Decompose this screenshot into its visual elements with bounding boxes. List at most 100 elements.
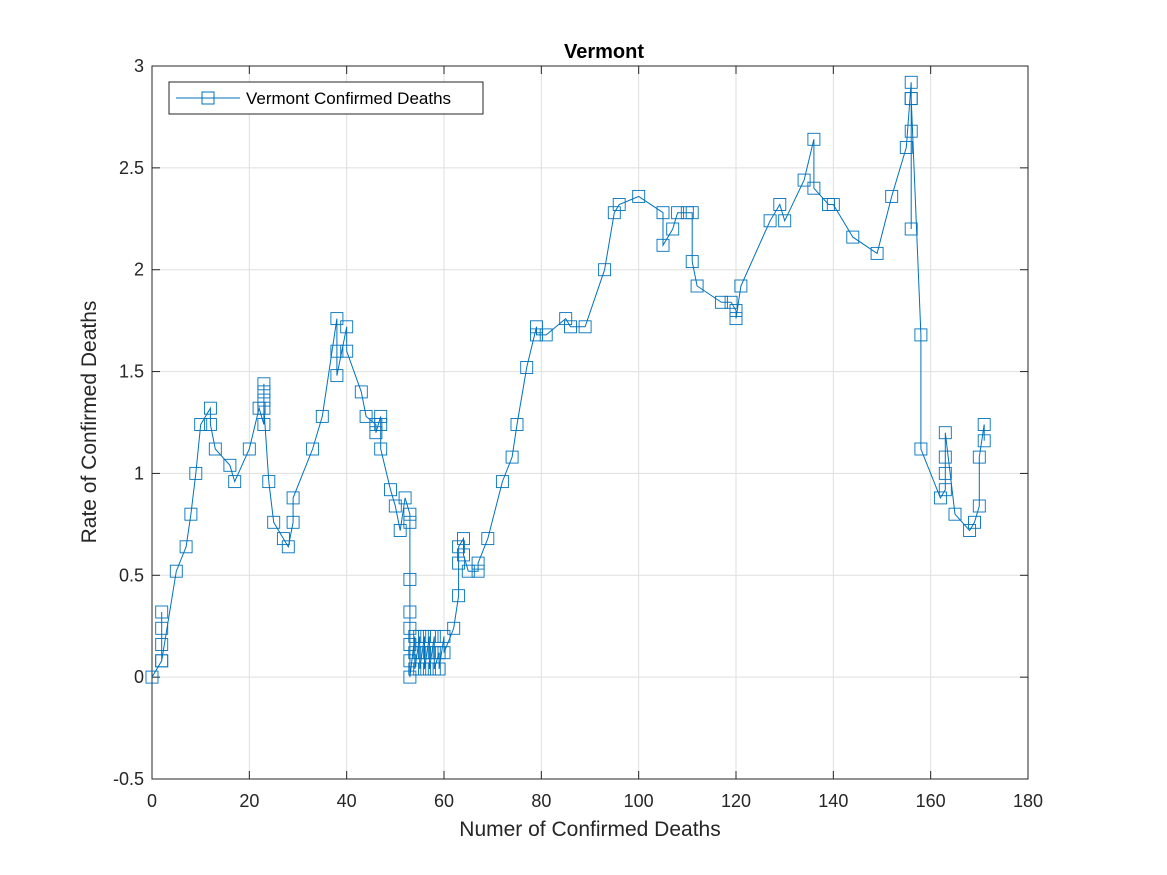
data-point-marker [388,499,402,513]
data-point-marker [607,206,621,220]
data-point-marker [977,418,991,431]
data-point-marker [242,442,256,456]
data-point-marker [257,401,271,415]
y-tick-label: 1 [134,463,144,483]
data-point-marker [340,320,354,334]
data-point-marker [656,206,670,220]
data-point-marker [403,621,417,635]
data-point-marker [447,621,461,635]
x-tick-label: 120 [721,791,751,811]
data-point-marker [729,304,743,317]
data-point-marker [564,320,577,334]
data-point-marker [904,124,918,138]
data-point-marker [690,279,704,293]
data-point-marker [904,92,918,106]
data-point-marker [169,564,183,578]
y-axis-title: Rate of Confirmed Deaths [78,301,101,544]
series-layer [145,75,991,684]
data-point-marker [598,263,612,277]
data-point-marker [797,173,811,187]
data-point-marker [933,491,947,505]
data-point-marker [773,198,787,211]
data-point-marker [203,418,217,431]
data-point-marker [155,605,169,619]
data-point-marker [977,434,991,448]
data-point-marker [374,418,388,431]
data-point-marker [403,670,417,684]
data-point-marker [403,572,417,586]
data-point-marker [228,475,242,489]
data-point-marker [203,401,217,415]
plot-area [152,66,1028,779]
chart-title: Vermont [564,41,644,63]
data-point-marker [437,646,451,660]
data-point-marker [904,222,918,236]
data-point-marker [807,132,821,146]
data-point-marker [155,638,169,651]
data-point-marker [286,491,300,505]
x-axis-title: Numer of Confirmed Deaths [459,818,720,841]
data-point-marker [257,377,271,391]
data-point-marker [267,515,281,529]
x-tick-label: 80 [531,791,551,811]
x-tick-label: 100 [624,791,654,811]
data-point-marker [495,475,509,489]
data-point-marker [194,418,208,431]
data-point-marker [384,483,397,497]
data-point-marker [276,532,290,546]
data-point-marker [968,515,981,529]
data-point-marker [559,312,573,326]
data-point-marker [666,222,680,236]
data-point-marker [656,238,670,252]
data-point-marker [452,540,466,554]
data-point-marker [155,621,169,635]
data-point-marker [398,491,412,505]
data-point-marker [778,214,792,228]
data-point-marker [914,442,928,456]
data-point-marker [330,369,344,383]
data-point-marker [359,409,373,423]
data-point-marker [870,246,884,260]
data-point-marker [685,206,699,220]
data-point-marker [904,75,918,89]
data-point-marker [963,524,977,537]
data-point-marker [714,295,728,309]
data-point-marker [885,189,899,203]
data-point-marker [807,181,821,195]
data-point-marker [938,466,952,480]
axes: 0 20 40 60 80 100 120 140 160 180-0.500.511.522.5… [113,56,1043,811]
data-point-marker [471,564,485,578]
data-point-marker [403,654,417,668]
data-point-marker [612,198,626,211]
data-point-marker [826,198,840,211]
x-tick-label: 0 [147,791,157,811]
data-point-marker [257,385,271,399]
y-tick-label: 0 [134,667,144,687]
data-point-marker [948,507,962,521]
data-point-marker [179,540,193,554]
data-point-marker [452,589,466,603]
y-tick-label: -0.5 [113,769,144,789]
series-line [151,82,985,678]
data-point-marker [403,638,417,651]
x-tick-label: 60 [434,791,454,811]
data-point-marker [671,206,685,220]
data-point-marker [315,409,329,423]
data-point-marker [632,189,646,203]
x-tick-label: 40 [337,791,357,811]
axes-box [151,65,1029,780]
data-point-marker [374,442,388,456]
y-tick-label: 2.5 [119,158,144,178]
data-point-marker [899,141,913,154]
legend-label: Vermont Confirmed Deaths [246,89,451,108]
data-point-marker [481,532,495,546]
y-tick-label: 0.5 [119,565,144,585]
data-point-marker [520,361,534,374]
data-point-marker [471,556,485,570]
data-point-marker [938,426,952,440]
data-point-marker [286,515,300,529]
data-point-marker [530,320,543,334]
y-tick-label: 2 [134,260,144,280]
data-point-marker [685,255,699,269]
